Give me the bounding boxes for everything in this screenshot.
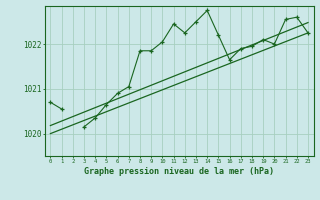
X-axis label: Graphe pression niveau de la mer (hPa): Graphe pression niveau de la mer (hPa) [84,167,274,176]
